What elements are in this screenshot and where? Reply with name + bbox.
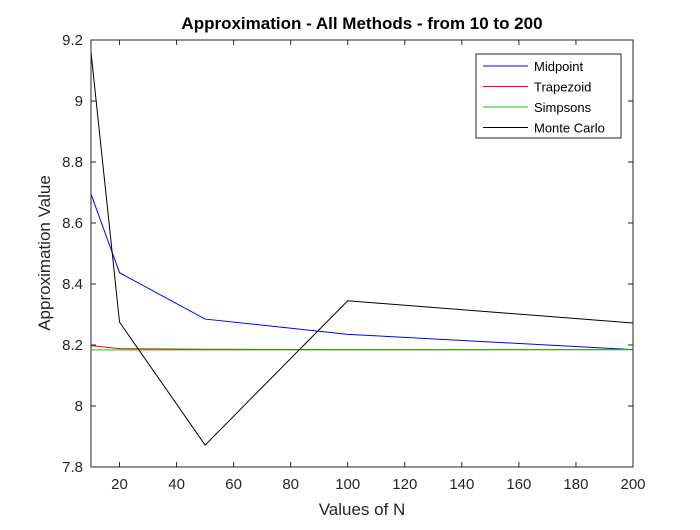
- y-tick-label: 8: [75, 398, 83, 415]
- x-axis-title: Values of N: [319, 500, 406, 519]
- x-tick-label: 60: [225, 476, 242, 493]
- x-tick-label: 20: [111, 476, 128, 493]
- y-tick-label: 9.2: [62, 32, 83, 49]
- x-tick-label: 160: [506, 476, 531, 493]
- x-tick-label: 120: [392, 476, 417, 493]
- legend-label-midpoint: Midpoint: [534, 59, 584, 74]
- legend: Midpoint Trapezoid Simpsons Monte Carlo: [476, 54, 621, 138]
- y-tick-label: 8.2: [62, 337, 83, 354]
- x-tick-label: 80: [282, 476, 299, 493]
- y-tick-label: 8.8: [62, 154, 83, 171]
- y-tick-label: 8.6: [62, 215, 83, 232]
- x-tick-label: 140: [449, 476, 474, 493]
- y-tick-label: 8.4: [62, 276, 83, 293]
- y-axis-title: Approximation Value: [35, 175, 54, 331]
- legend-label-trapezoid: Trapezoid: [534, 80, 591, 95]
- y-tick-label: 9: [75, 93, 83, 110]
- x-tick-label: 40: [168, 476, 185, 493]
- y-tick-label: 7.8: [62, 459, 83, 476]
- legend-label-simpsons: Simpsons: [534, 100, 592, 115]
- chart-title: Approximation - All Methods - from 10 to…: [181, 14, 542, 33]
- legend-label-monte-carlo: Monte Carlo: [534, 121, 605, 136]
- x-tick-label: 100: [335, 476, 360, 493]
- x-tick-label: 180: [563, 476, 588, 493]
- x-tick-label: 200: [620, 476, 645, 493]
